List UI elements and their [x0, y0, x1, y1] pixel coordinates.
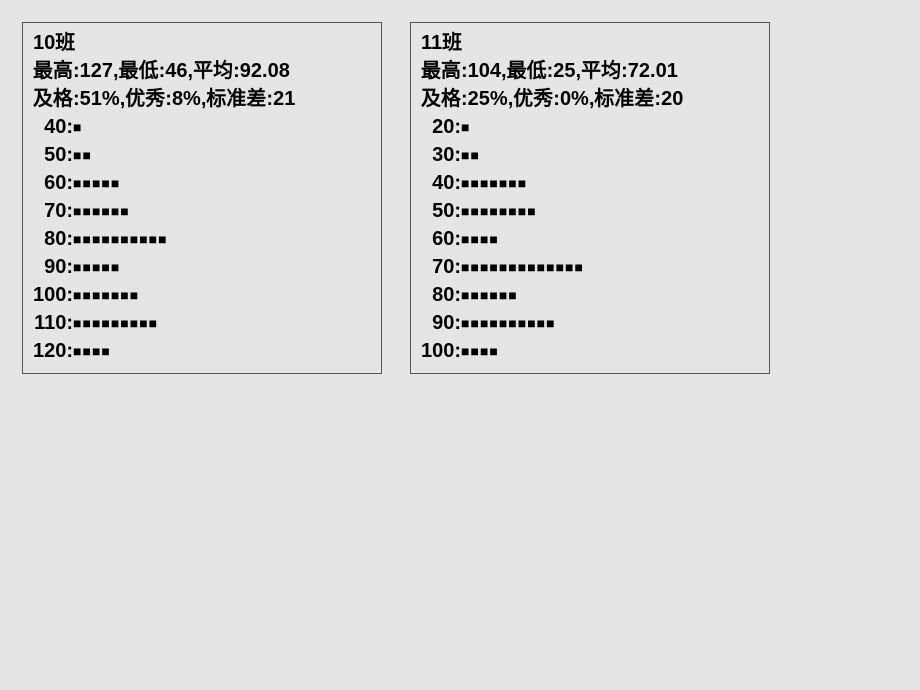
- hist-row: 60:■■■■■: [33, 169, 371, 197]
- hist-bar: ■■: [73, 147, 92, 163]
- hist-row: 100:■■■■: [421, 337, 759, 365]
- hist-bin-label: 30: [421, 141, 454, 169]
- hist-bin-label: 90: [33, 253, 66, 281]
- avg-label: 平均: [193, 60, 233, 82]
- hist-bin-label: 100: [33, 281, 66, 309]
- class-panel-10: 10班 最高:127,最低:46,平均:92.08 及格:51%,优秀:8%,标…: [22, 22, 382, 374]
- hist-bar: ■■■■: [461, 343, 499, 359]
- hist-row: 40:■: [33, 113, 371, 141]
- std-label: 标准差: [206, 88, 266, 110]
- hist-bin-label: 60: [421, 225, 454, 253]
- stats-line-2: 及格:51%,优秀:8%,标准差:21: [33, 85, 371, 113]
- class-panel-11: 11班 最高:104,最低:25,平均:72.01 及格:25%,优秀:0%,标…: [410, 22, 770, 374]
- hist-row: 90:■■■■■■■■■■: [421, 309, 759, 337]
- hist-row: 80:■■■■■■: [421, 281, 759, 309]
- hist-bin-label: 120: [33, 337, 66, 365]
- hist-bar: ■■■■■■: [73, 203, 130, 219]
- max-label: 最高: [421, 60, 461, 82]
- hist-row: 110:■■■■■■■■■: [33, 309, 371, 337]
- histogram-11: 20:■30:■■40:■■■■■■■50:■■■■■■■■60:■■■■70:…: [421, 113, 759, 365]
- hist-row: 50:■■■■■■■■: [421, 197, 759, 225]
- hist-bin-label: 80: [421, 281, 454, 309]
- excel-value: 8%: [172, 88, 201, 110]
- excel-value: 0%: [560, 88, 589, 110]
- pass-value: 25%: [468, 88, 508, 110]
- hist-row: 90:■■■■■: [33, 253, 371, 281]
- hist-bar: ■■■■: [73, 343, 111, 359]
- pass-value: 51%: [80, 88, 120, 110]
- hist-bar: ■■■■: [461, 231, 499, 247]
- hist-row: 100:■■■■■■■: [33, 281, 371, 309]
- min-label: 最低: [507, 60, 547, 82]
- hist-row: 50:■■: [33, 141, 371, 169]
- hist-bin-label: 20: [421, 113, 454, 141]
- max-value: 127: [80, 60, 113, 82]
- hist-bin-label: 40: [33, 113, 66, 141]
- hist-bin-label: 70: [421, 253, 454, 281]
- hist-bar: ■■: [461, 147, 480, 163]
- hist-bin-label: 40: [421, 169, 454, 197]
- hist-bin-label: 60: [33, 169, 66, 197]
- hist-row: 70:■■■■■■: [33, 197, 371, 225]
- panel-title: 10班: [33, 29, 371, 57]
- hist-bar: ■■■■■■■: [73, 287, 139, 303]
- pass-label: 及格: [421, 88, 461, 110]
- hist-bar: ■: [461, 119, 470, 135]
- avg-label: 平均: [581, 60, 621, 82]
- hist-row: 30:■■: [421, 141, 759, 169]
- hist-bar: ■: [73, 119, 82, 135]
- min-label: 最低: [119, 60, 159, 82]
- hist-bin-label: 110: [33, 309, 66, 337]
- hist-bin-label: 90: [421, 309, 454, 337]
- max-label: 最高: [33, 60, 73, 82]
- avg-value: 72.01: [628, 60, 678, 82]
- hist-bar: ■■■■■■■■■■: [73, 231, 168, 247]
- max-value: 104: [468, 60, 501, 82]
- hist-bin-label: 50: [33, 141, 66, 169]
- hist-row: 80:■■■■■■■■■■: [33, 225, 371, 253]
- hist-bar: ■■■■■■: [461, 287, 518, 303]
- hist-bin-label: 80: [33, 225, 66, 253]
- histogram-10: 40:■50:■■60:■■■■■70:■■■■■■80:■■■■■■■■■■9…: [33, 113, 371, 365]
- excel-label: 优秀: [513, 88, 553, 110]
- avg-value: 92.08: [240, 60, 290, 82]
- hist-bin-label: 70: [33, 197, 66, 225]
- std-value: 20: [661, 88, 683, 110]
- stats-line-1: 最高:104,最低:25,平均:72.01: [421, 57, 759, 85]
- hist-bar: ■■■■■■■■■: [73, 315, 158, 331]
- hist-row: 20:■: [421, 113, 759, 141]
- std-label: 标准差: [594, 88, 654, 110]
- page-container: 10班 最高:127,最低:46,平均:92.08 及格:51%,优秀:8%,标…: [0, 0, 920, 690]
- hist-bar: ■■■■■■■■■■■■■: [461, 259, 584, 275]
- hist-row: 60:■■■■: [421, 225, 759, 253]
- hist-bar: ■■■■■: [73, 175, 120, 191]
- hist-row: 120:■■■■: [33, 337, 371, 365]
- hist-bar: ■■■■■■■■: [461, 203, 537, 219]
- hist-row: 70:■■■■■■■■■■■■■: [421, 253, 759, 281]
- hist-bin-label: 50: [421, 197, 454, 225]
- min-value: 25: [553, 60, 575, 82]
- excel-label: 优秀: [125, 88, 165, 110]
- hist-bar: ■■■■■: [73, 259, 120, 275]
- stats-line-2: 及格:25%,优秀:0%,标准差:20: [421, 85, 759, 113]
- hist-bar: ■■■■■■■: [461, 175, 527, 191]
- panel-title: 11班: [421, 29, 759, 57]
- hist-bin-label: 100: [421, 337, 454, 365]
- hist-row: 40:■■■■■■■: [421, 169, 759, 197]
- min-value: 46: [165, 60, 187, 82]
- hist-bar: ■■■■■■■■■■: [461, 315, 556, 331]
- pass-label: 及格: [33, 88, 73, 110]
- stats-line-1: 最高:127,最低:46,平均:92.08: [33, 57, 371, 85]
- std-value: 21: [273, 88, 295, 110]
